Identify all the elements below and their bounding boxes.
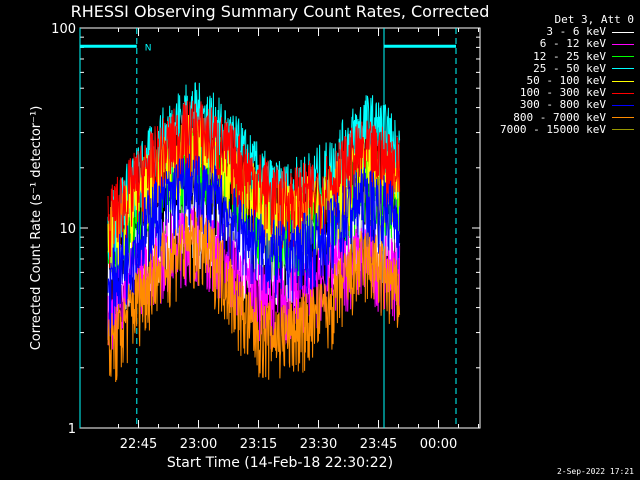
x-tick-label: 23:45 <box>360 437 397 452</box>
footer-date: 2-Sep-2022 17:21 <box>556 467 634 476</box>
data-series <box>107 82 401 383</box>
legend-header: Det 3, Att 0 <box>554 13 634 26</box>
y-axis-label: Corrected Count Rate (s⁻¹ detector⁻¹) <box>29 106 44 351</box>
legend-swatch <box>612 31 634 33</box>
series-line <box>107 153 401 337</box>
x-tick-label: 00:00 <box>420 437 457 452</box>
x-tick-label: 23:30 <box>300 437 337 452</box>
legend-entry: 800 - 7000 keV <box>500 110 634 124</box>
chart-title: RHESSI Observing Summary Count Rates, Co… <box>71 2 490 21</box>
x-tick-label: 23:00 <box>180 437 217 452</box>
legend-entry-label: 100 - 300 keV <box>519 86 606 100</box>
y-tick-label: 1 <box>68 422 76 437</box>
legend-entry-label: 50 - 100 keV <box>526 74 606 88</box>
series-line <box>107 100 401 268</box>
y-tick-label: 10 <box>59 222 76 237</box>
legend-entry: 25 - 50 keV <box>500 61 634 75</box>
legend: Det 3, Att 0 3 - 6 keV 6 - 12 keV 12 - 25 … <box>500 13 634 136</box>
legend-entry: 7000 - 15000 keV <box>500 122 634 136</box>
legend-entry: 6 - 12 keV <box>500 38 634 50</box>
x-axis-label: Start Time (14-Feb-18 22:30:22) <box>167 455 393 471</box>
axis-ticks <box>80 28 480 429</box>
x-tick-label: 23:15 <box>240 437 277 452</box>
legend-swatch <box>612 43 634 45</box>
legend-swatch <box>612 68 634 70</box>
legend-entry: 100 - 300 keV <box>500 87 634 99</box>
legend-swatch <box>612 56 634 58</box>
series-line <box>107 211 401 383</box>
x-tick-label: 22:45 <box>120 437 157 452</box>
legend-entry-label: 25 - 50 keV <box>533 61 606 75</box>
attenuator-label: N <box>145 43 152 53</box>
legend-entry-label: 7000 - 15000 keV <box>500 122 606 136</box>
legend-swatch <box>612 104 634 106</box>
legend-entry-label: 12 - 25 keV <box>533 49 606 63</box>
legend-swatch <box>612 92 634 94</box>
legend-entry: 300 - 800 keV <box>500 99 634 111</box>
x-tick-labels: 22:45 23:00 23:15 23:30 23:45 00:00 <box>120 437 457 452</box>
legend-entry-label: 6 - 12 keV <box>539 37 606 51</box>
legend-swatch <box>612 117 634 119</box>
legend-entry-label: 800 - 7000 keV <box>513 110 606 124</box>
legend-entry-label: 300 - 800 keV <box>519 98 606 112</box>
y-tick-label: 100 <box>51 22 76 37</box>
legend-entry-label: 3 - 6 keV <box>546 25 606 39</box>
y-tick-labels: 1 10 100 <box>51 22 76 437</box>
legend-entry: 12 - 25 keV <box>500 49 634 63</box>
legend-swatch <box>612 80 634 82</box>
legend-entry: 3 - 6 keV <box>500 26 634 38</box>
legend-entry: 50 - 100 keV <box>500 74 634 88</box>
legend-swatch <box>612 129 634 131</box>
